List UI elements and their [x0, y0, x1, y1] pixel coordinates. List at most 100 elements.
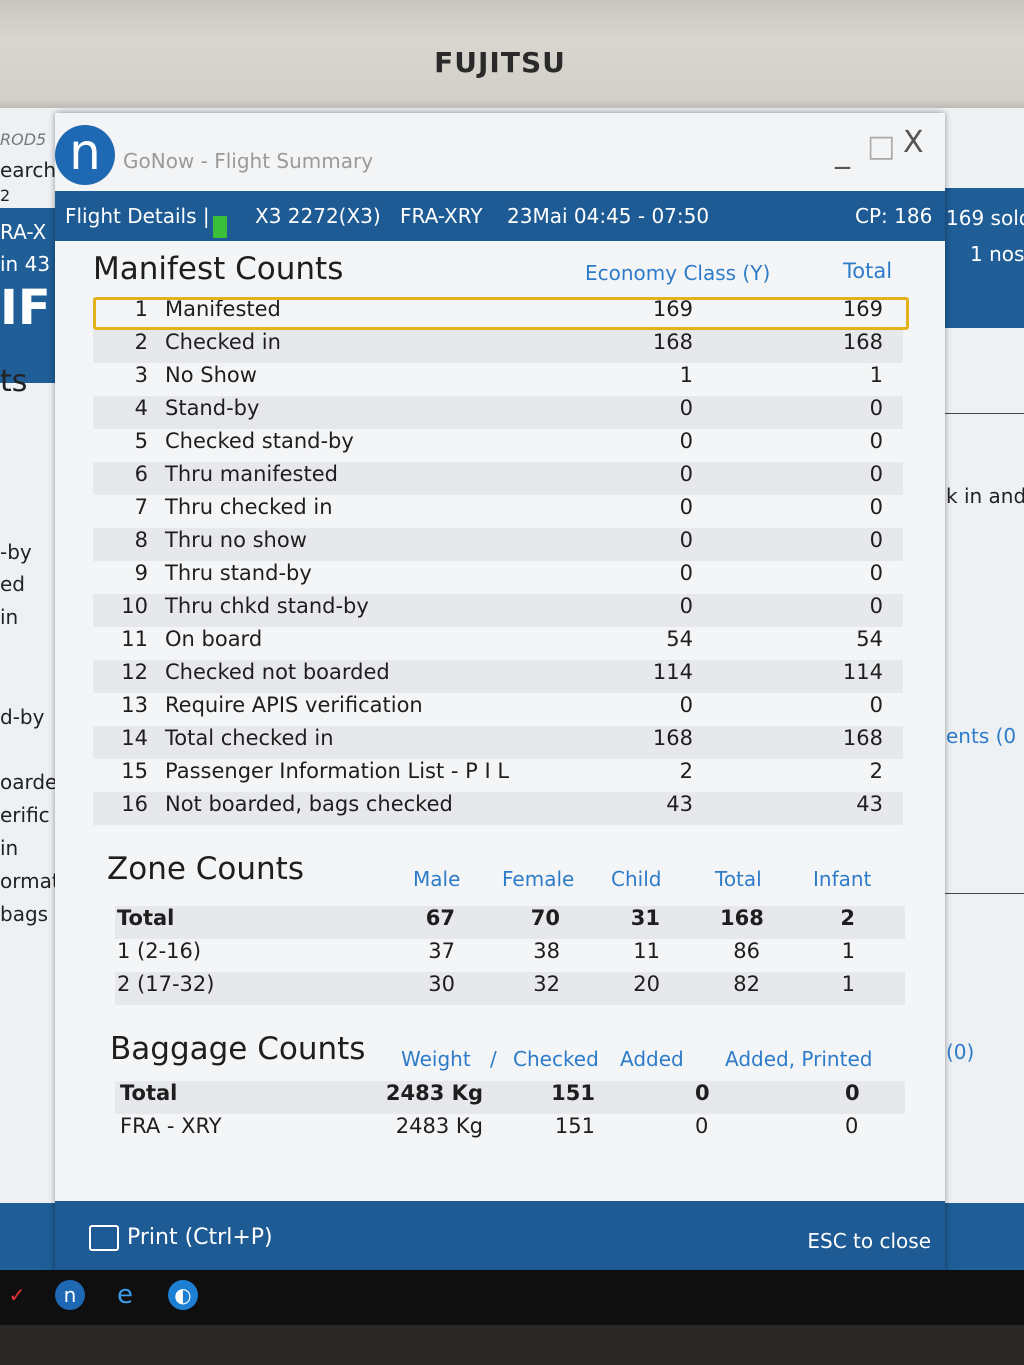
bg-left-text: ROD5 [0, 130, 47, 149]
baggage-added-cell: 0 [695, 1081, 710, 1105]
title-bar: n GoNow - Flight Summary _ □ X [55, 113, 945, 191]
screen: ROD5 earch 2 RA-X in 43 IF ts -by ed in … [0, 108, 1024, 1278]
bg-left-text: ed [0, 572, 25, 596]
bg-right-text: 1 nos [970, 242, 1024, 266]
manifest-row-label: Not boarded, bags checked [165, 792, 453, 816]
manifest-row: 9 Thru stand-by 0 0 [93, 561, 903, 594]
zone-child-cell: 11 [633, 939, 660, 963]
manifest-row-label: No Show [165, 363, 257, 387]
manifest-counts-title: Manifest Counts [93, 251, 344, 287]
bg-right-divider [940, 893, 1024, 894]
manifest-row: 16 Not boarded, bags checked 43 43 [93, 792, 903, 825]
economy-class-header: Economy Class (Y) [585, 261, 771, 285]
bg-left-text: ormat [0, 869, 60, 893]
manifest-row: 2 Checked in 168 168 [93, 330, 903, 363]
zone-counts-title: Zone Counts [107, 851, 304, 887]
manifest-total-value: 114 [842, 660, 883, 684]
bg-left-text: oarde [0, 770, 58, 794]
manifest-economy-value: 169 [652, 297, 693, 321]
manifest-row: 4 Stand-by 0 0 [93, 396, 903, 429]
manifest-row-number: 10 [121, 594, 148, 618]
zone-label-cell: 2 (17-32) [117, 972, 215, 996]
baggage-added-printed-header: Added, Printed [725, 1047, 873, 1071]
manifest-row-number: 14 [121, 726, 148, 750]
manifest-economy-value: 1 [679, 363, 693, 387]
bg-left-text: in [0, 836, 19, 860]
manifest-total-value: 1 [869, 363, 883, 387]
maximize-button[interactable]: □ [867, 129, 896, 164]
manifest-row: 10 Thru chkd stand-by 0 0 [93, 594, 903, 627]
zone-child-cell: 20 [633, 972, 660, 996]
manifest-row-label: Thru no show [165, 528, 307, 552]
manifest-row-number: 12 [121, 660, 148, 684]
bg-left-text: -by [0, 540, 32, 564]
baggage-weight-cell: 2483 Kg [395, 1114, 483, 1138]
manifest-economy-value: 0 [679, 396, 693, 420]
manifest-row-label: Thru chkd stand-by [165, 594, 369, 618]
manifest-row-number: 15 [121, 759, 148, 783]
manifest-row-number: 4 [134, 396, 148, 420]
zone-row: Total 67 70 31 168 2 [115, 906, 905, 939]
gonow-logo-icon: n [55, 125, 115, 185]
zone-row: 2 (17-32) 30 32 20 82 1 [115, 972, 905, 1005]
minimize-button[interactable]: _ [835, 135, 850, 170]
zone-female-cell: 38 [533, 939, 560, 963]
manifest-row-label: Checked stand-by [165, 429, 354, 453]
manifest-row-number: 3 [134, 363, 148, 387]
baggage-added-printed-cell: 0 [845, 1114, 859, 1138]
ie-icon[interactable]: e [117, 1280, 133, 1310]
manifest-total-value: 168 [842, 726, 883, 750]
bg-left-text: IF [0, 280, 51, 336]
vodafone-icon[interactable]: ✓ [8, 1283, 26, 1307]
zone-infant-cell: 2 [840, 906, 855, 930]
zone-child-header: Child [611, 867, 662, 891]
manifest-row-label: On board [165, 627, 263, 651]
manifest-row-number: 7 [134, 495, 148, 519]
zone-female-header: Female [502, 867, 575, 891]
baggage-checked-cell: 151 [551, 1081, 595, 1105]
zone-total-cell: 168 [720, 906, 764, 930]
edge-icon[interactable]: ◐ [168, 1280, 198, 1310]
zone-infant-cell: 1 [841, 939, 855, 963]
manifest-economy-value: 2 [679, 759, 693, 783]
manifest-row-number: 16 [121, 792, 148, 816]
manifest-row-number: 5 [134, 429, 148, 453]
baggage-label-cell: FRA - XRY [120, 1114, 222, 1138]
manifest-row-label: Passenger Information List - P I L [165, 759, 510, 783]
manifest-economy-value: 0 [679, 495, 693, 519]
zone-female-cell: 70 [530, 906, 560, 930]
manifest-row-number: 9 [134, 561, 148, 585]
bg-left-text: in [0, 605, 19, 629]
zone-total-cell: 82 [733, 972, 760, 996]
zone-male-cell: 30 [428, 972, 455, 996]
baggage-checked-header: Checked [513, 1047, 599, 1071]
manifest-row-number: 2 [134, 330, 148, 354]
bg-left-text: bags c [0, 902, 66, 926]
manifest-row-label: Stand-by [165, 396, 260, 420]
taskbar: ✓ n e ◐ [0, 1270, 1024, 1325]
manifest-total-value: 0 [869, 693, 883, 717]
gonow-icon[interactable]: n [55, 1280, 85, 1310]
close-button[interactable]: X [903, 125, 924, 160]
manifest-row: 1 Manifested 169 169 [93, 297, 903, 330]
bg-left-text: 2 [0, 186, 11, 205]
baggage-added-header: Added [620, 1047, 684, 1071]
manifest-total-value: 0 [869, 429, 883, 453]
manifest-economy-value: 114 [652, 660, 693, 684]
bg-left-band: RA-X in 43 IF [0, 208, 62, 383]
printer-icon [89, 1225, 119, 1251]
manifest-row: 14 Total checked in 168 168 [93, 726, 903, 759]
print-button[interactable]: Print (Ctrl+P) [89, 1225, 273, 1251]
manifest-row: 15 Passenger Information List - P I L 2 2 [93, 759, 903, 792]
window-title: GoNow - Flight Summary [123, 149, 374, 173]
zone-label-cell: Total [117, 906, 175, 930]
manifest-economy-value: 0 [679, 462, 693, 486]
zone-row: 1 (2-16) 37 38 11 86 1 [115, 939, 905, 972]
manifest-row-label: Thru checked in [165, 495, 333, 519]
bg-left-footer-band [0, 1203, 62, 1278]
baggage-added-printed-cell: 0 [845, 1081, 860, 1105]
bg-right-band: 169 sold 1 nos [940, 188, 1024, 328]
background-app-right: 169 sold 1 nos k in and ents (0 (0) [940, 108, 1024, 1278]
manifest-row: 3 No Show 1 1 [93, 363, 903, 396]
zone-infant-cell: 1 [841, 972, 855, 996]
